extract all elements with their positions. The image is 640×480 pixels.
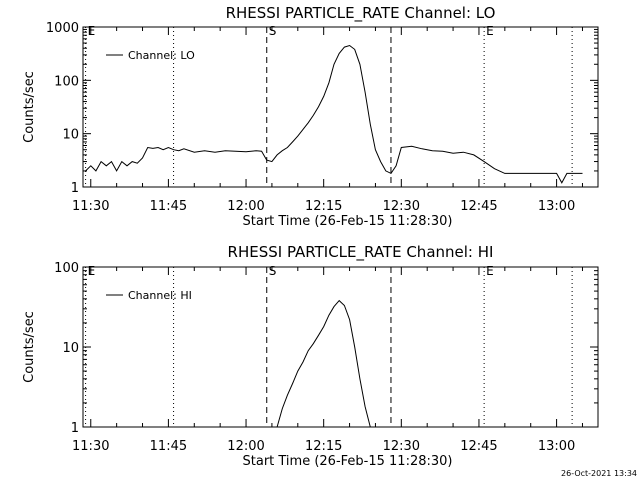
x-tick-label: 12:45 [460, 199, 497, 214]
y-axis-label: Counts/sec [22, 71, 37, 143]
x-tick-label: 13:00 [538, 199, 575, 214]
chart-panel-2: RHESSI PARTICLE_RATE Channel: HI 1 10 100 Co… [22, 243, 599, 469]
legend: Channel: LO [106, 49, 195, 62]
y-tick-label: 100 [54, 261, 79, 276]
x-tick-label: 12:30 [383, 199, 420, 214]
y-tick-label: 100 [54, 74, 79, 89]
series-line [85, 44, 583, 184]
y-tick-label: 1 [71, 181, 79, 196]
chart-title: RHESSI PARTICLE_RATE Channel: HI [228, 243, 494, 262]
x-tick-label: 12:15 [305, 199, 342, 214]
x-axis-label: Start Time (26-Feb-15 11:28:30) [243, 214, 453, 229]
x-tick-label: 11:30 [72, 199, 109, 214]
marker-label: E [486, 264, 494, 278]
marker-label: E [88, 24, 96, 38]
y-tick-label: 1 [71, 421, 79, 436]
x-tick-label: 13:00 [538, 439, 575, 454]
marker-label: E [88, 264, 96, 278]
x-tick-label: 12:30 [383, 439, 420, 454]
y-tick-label: 10 [62, 128, 79, 143]
legend: Channel: HI [106, 289, 192, 302]
legend-label: Channel: HI [128, 289, 192, 302]
x-tick-label: 11:45 [150, 439, 187, 454]
x-axis-label: Start Time (26-Feb-15 11:28:30) [243, 454, 453, 469]
marker-label: E [486, 24, 494, 38]
chart-title: RHESSI PARTICLE_RATE Channel: LO [226, 4, 496, 23]
x-tick-label: 12:00 [227, 199, 264, 214]
y-tick-label: 1000 [46, 21, 79, 36]
marker-label: S [269, 264, 277, 278]
timestamp-footer: 26-Oct-2021 13:34 [561, 469, 637, 478]
series-line [276, 299, 371, 428]
x-tick-label: 11:45 [150, 199, 187, 214]
x-tick-label: 12:15 [305, 439, 342, 454]
marker-label: S [269, 24, 277, 38]
y-axis-label: Counts/sec [22, 311, 37, 383]
x-tick-label: 11:30 [72, 439, 109, 454]
y-tick-label: 10 [62, 341, 79, 356]
x-tick-label: 12:45 [460, 439, 497, 454]
legend-label: Channel: LO [128, 49, 195, 62]
x-tick-label: 12:00 [227, 439, 264, 454]
chart-panel-1: RHESSI PARTICLE_RATE Channel: LO 1 10 100 10… [22, 4, 599, 229]
plot-frame [82, 26, 599, 188]
